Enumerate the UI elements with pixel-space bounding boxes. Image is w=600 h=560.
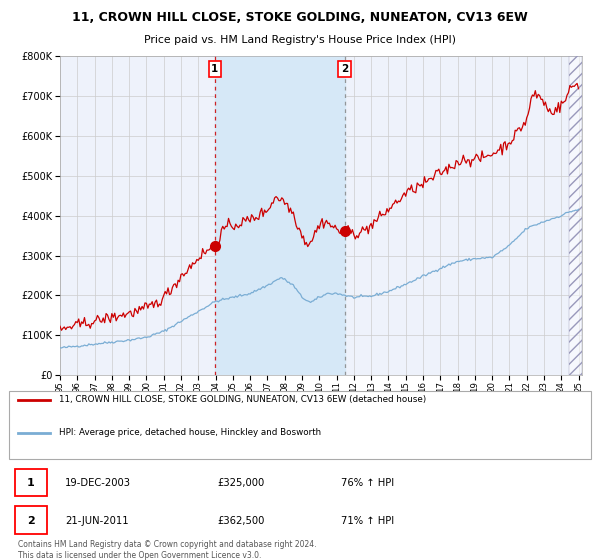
- Bar: [569, 56, 582, 375]
- Text: Price paid vs. HM Land Registry's House Price Index (HPI): Price paid vs. HM Land Registry's House …: [144, 35, 456, 45]
- Text: Contains HM Land Registry data © Crown copyright and database right 2024.
This d: Contains HM Land Registry data © Crown c…: [18, 540, 316, 560]
- FancyBboxPatch shape: [9, 391, 591, 459]
- Text: 71% ↑ HPI: 71% ↑ HPI: [341, 516, 394, 526]
- Text: 76% ↑ HPI: 76% ↑ HPI: [341, 478, 394, 488]
- Text: £362,500: £362,500: [218, 516, 265, 526]
- Text: 1: 1: [27, 478, 35, 488]
- Text: 11, CROWN HILL CLOSE, STOKE GOLDING, NUNEATON, CV13 6EW (detached house): 11, CROWN HILL CLOSE, STOKE GOLDING, NUN…: [59, 395, 426, 404]
- Text: 1: 1: [211, 64, 218, 74]
- Bar: [569, 56, 582, 375]
- Text: 2: 2: [27, 516, 35, 526]
- FancyBboxPatch shape: [15, 469, 47, 496]
- Bar: [215, 56, 344, 375]
- Text: 2: 2: [341, 64, 349, 74]
- FancyBboxPatch shape: [15, 506, 47, 534]
- Text: HPI: Average price, detached house, Hinckley and Bosworth: HPI: Average price, detached house, Hinc…: [59, 428, 321, 437]
- Text: 21-JUN-2011: 21-JUN-2011: [65, 516, 128, 526]
- Text: 11, CROWN HILL CLOSE, STOKE GOLDING, NUNEATON, CV13 6EW: 11, CROWN HILL CLOSE, STOKE GOLDING, NUN…: [72, 11, 528, 24]
- Text: £325,000: £325,000: [218, 478, 265, 488]
- Text: 19-DEC-2003: 19-DEC-2003: [65, 478, 131, 488]
